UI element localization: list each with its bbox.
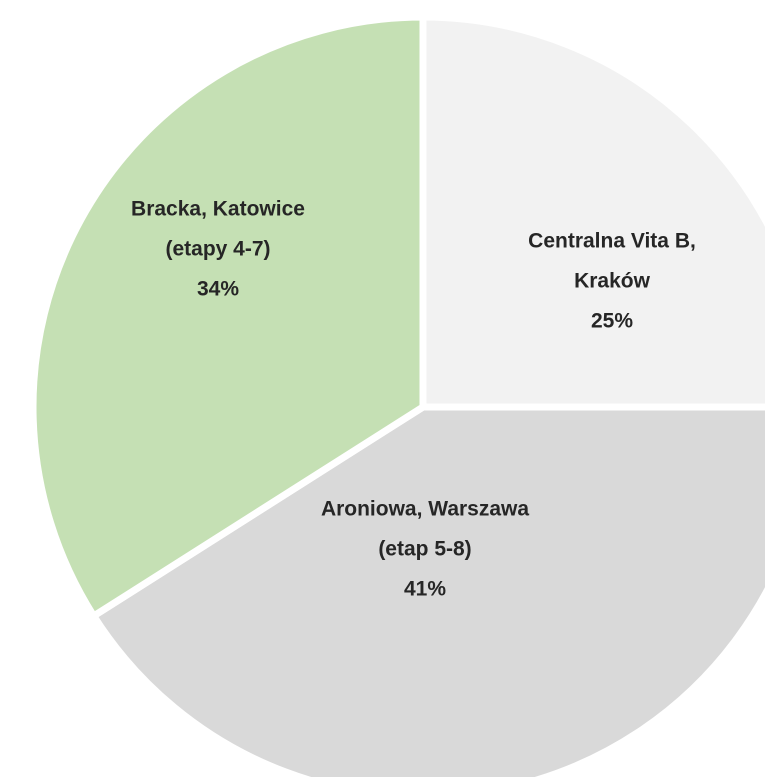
pie-slice: [88, 403, 765, 777]
slice-value-label: 25%: [591, 310, 633, 333]
slice-value-label: 34%: [197, 278, 239, 301]
slice-label: Kraków: [574, 270, 651, 293]
slice-label: Centralna Vita B,: [528, 230, 696, 253]
slice-label: (etap 5-8): [378, 538, 471, 561]
slice-label: Bracka, Katowice: [131, 198, 305, 221]
slice-label: Aroniowa, Warszawa: [321, 498, 529, 521]
pie-slice: [419, 13, 765, 411]
slice-value-label: 41%: [404, 578, 446, 601]
slice-label: (etapy 4-7): [165, 238, 270, 261]
pie-slice: [29, 13, 427, 621]
